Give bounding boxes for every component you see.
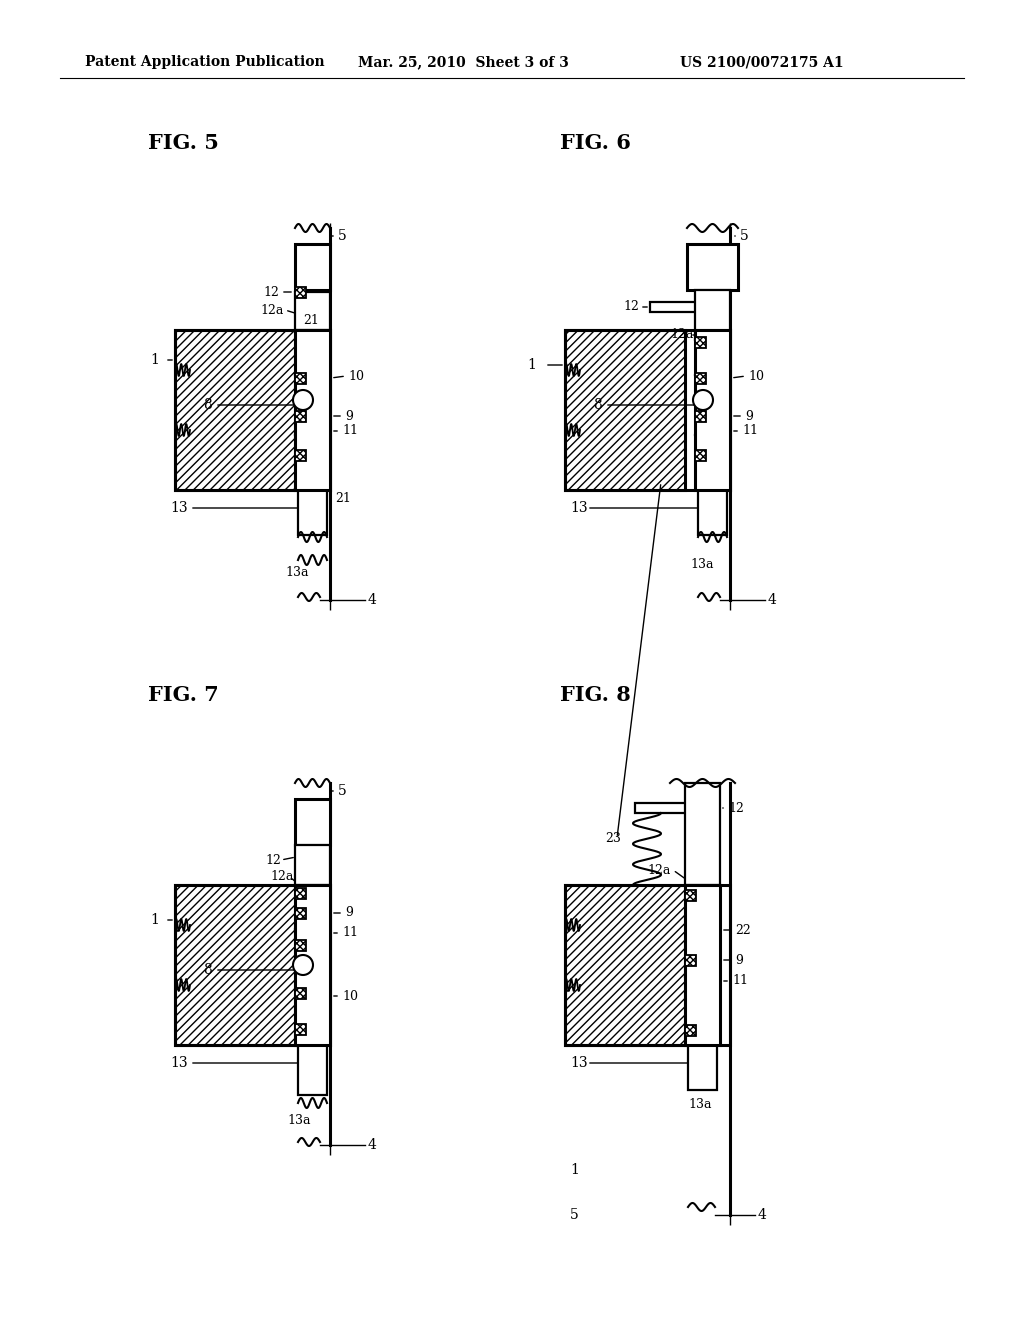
Text: 10: 10 (342, 990, 358, 1002)
Bar (295, 372, 305, 384)
Bar (295, 1023, 305, 1035)
Bar (295, 940, 305, 950)
Bar (684, 954, 695, 965)
Circle shape (293, 954, 313, 975)
Bar (694, 337, 706, 347)
Text: 22: 22 (735, 924, 751, 936)
Text: 9: 9 (745, 409, 753, 422)
Text: 12a: 12a (260, 304, 284, 317)
Bar (635, 803, 715, 813)
Bar (295, 450, 305, 461)
Bar (687, 244, 738, 290)
Bar (175, 884, 330, 1045)
Bar (650, 302, 730, 312)
Bar (694, 411, 706, 421)
Text: Patent Application Publication: Patent Application Publication (85, 55, 325, 69)
Bar (298, 1045, 327, 1096)
Bar (295, 887, 305, 899)
Text: 11: 11 (342, 425, 358, 437)
Bar (295, 411, 305, 421)
Bar (295, 244, 330, 290)
Text: 4: 4 (768, 593, 777, 607)
Text: Mar. 25, 2010  Sheet 3 of 3: Mar. 25, 2010 Sheet 3 of 3 (358, 55, 569, 69)
Text: 9: 9 (345, 907, 353, 920)
Text: 10: 10 (748, 370, 764, 383)
Bar (688, 1045, 717, 1090)
Text: 5: 5 (570, 1208, 579, 1222)
Bar (695, 290, 730, 341)
Circle shape (693, 389, 713, 411)
Text: 13: 13 (570, 502, 588, 515)
Text: 1: 1 (150, 913, 159, 927)
Text: 4: 4 (758, 1208, 767, 1222)
Bar (565, 330, 685, 490)
Bar (295, 987, 305, 998)
Text: 9: 9 (345, 409, 353, 422)
Text: 11: 11 (732, 974, 748, 987)
Text: 1: 1 (150, 352, 159, 367)
Bar (565, 884, 730, 1045)
Bar (685, 783, 720, 884)
Bar (685, 884, 720, 1045)
Text: 11: 11 (342, 927, 358, 940)
Text: FIG. 5: FIG. 5 (148, 133, 219, 153)
Bar (175, 884, 295, 1045)
Bar (694, 450, 706, 461)
Bar (684, 890, 695, 900)
Text: 5: 5 (740, 228, 749, 243)
Text: 4: 4 (368, 593, 377, 607)
Text: 8: 8 (203, 399, 212, 412)
Text: 12: 12 (263, 285, 279, 298)
Bar (565, 330, 730, 490)
Text: 13a: 13a (287, 1114, 310, 1127)
Bar (295, 330, 330, 490)
Bar (695, 330, 730, 490)
Text: 23: 23 (605, 832, 621, 845)
Bar (175, 330, 330, 490)
Text: FIG. 7: FIG. 7 (148, 685, 219, 705)
Text: 1: 1 (570, 1163, 579, 1177)
Text: 13: 13 (170, 502, 187, 515)
Text: 10: 10 (348, 370, 364, 383)
Bar (684, 1024, 695, 1035)
Text: 12: 12 (623, 301, 639, 314)
Circle shape (293, 389, 313, 411)
Bar (295, 292, 330, 330)
Bar (295, 286, 305, 297)
Bar (298, 490, 327, 535)
Text: 5: 5 (338, 228, 347, 243)
Text: 12a: 12a (647, 863, 671, 876)
Bar (295, 799, 330, 845)
Text: 13a: 13a (285, 566, 308, 579)
Text: 13a: 13a (688, 1098, 712, 1111)
Bar (295, 908, 305, 919)
Text: 8: 8 (203, 964, 212, 977)
Text: 9: 9 (735, 953, 742, 966)
Text: 12a: 12a (670, 329, 693, 342)
Text: 13a: 13a (690, 558, 714, 572)
Bar (175, 330, 295, 490)
Text: 12a: 12a (270, 870, 293, 883)
Bar (698, 490, 727, 535)
Bar (295, 845, 330, 884)
Text: FIG. 6: FIG. 6 (560, 133, 631, 153)
Text: US 2100/0072175 A1: US 2100/0072175 A1 (680, 55, 844, 69)
Text: FIG. 8: FIG. 8 (560, 685, 631, 705)
Text: 12: 12 (265, 854, 281, 866)
Bar (565, 884, 685, 1045)
Text: 21: 21 (335, 491, 351, 504)
Text: 21: 21 (303, 314, 318, 326)
Text: 12: 12 (728, 801, 743, 814)
Text: 13: 13 (570, 1056, 588, 1071)
Text: 13: 13 (170, 1056, 187, 1071)
Text: 1: 1 (527, 358, 536, 372)
Text: 11: 11 (742, 425, 758, 437)
Text: 5: 5 (338, 784, 347, 799)
Text: 4: 4 (368, 1138, 377, 1152)
Text: 8: 8 (593, 399, 602, 412)
Bar (694, 372, 706, 384)
Bar (295, 884, 330, 1045)
